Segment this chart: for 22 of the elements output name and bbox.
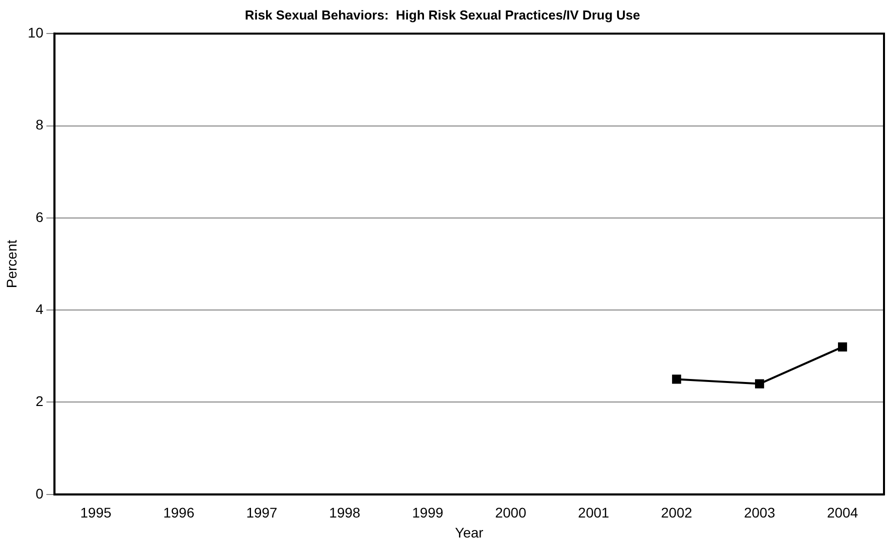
x-tick-label: 2003 bbox=[744, 504, 776, 521]
point bbox=[838, 342, 848, 352]
x-tick-label: 1997 bbox=[246, 504, 278, 521]
x-tick-label: 1995 bbox=[80, 504, 112, 521]
x-tick-label: 2002 bbox=[661, 504, 692, 521]
y-tick-label: 8 bbox=[36, 116, 44, 133]
y-tick-label: 6 bbox=[36, 208, 44, 225]
x-tick-label: 1998 bbox=[329, 504, 361, 521]
x-tick-label: 1999 bbox=[412, 504, 444, 521]
y-axis-title: Percent bbox=[3, 240, 20, 288]
y-tick-label: 4 bbox=[36, 300, 44, 317]
x-tick-label: 2001 bbox=[578, 504, 610, 521]
x-tick-label: 2000 bbox=[495, 504, 526, 521]
y-tick-label: 10 bbox=[28, 24, 44, 40]
x-tick-label: 2004 bbox=[826, 504, 858, 521]
chart-title: Risk Sexual Behaviors: High Risk Sexual Practices/IV Drug Use bbox=[244, 7, 640, 22]
x-tick-label: 1996 bbox=[163, 504, 195, 521]
point bbox=[672, 374, 682, 384]
x-axis-title: Year bbox=[455, 524, 484, 540]
y-tick-label: 0 bbox=[36, 485, 44, 502]
point bbox=[755, 379, 764, 388]
y-tick-label: 2 bbox=[36, 393, 44, 410]
